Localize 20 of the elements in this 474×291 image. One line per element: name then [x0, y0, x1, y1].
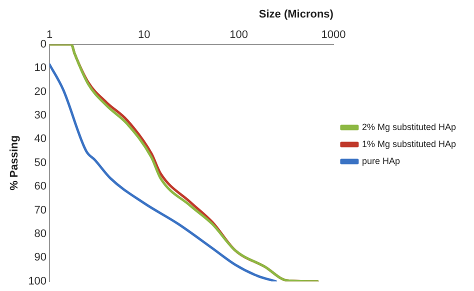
legend-label: 2% Mg substituted HAp [362, 122, 456, 132]
y-tick-label: 40 [34, 133, 47, 146]
y-tick-label: 100 [28, 275, 47, 288]
legend-label: 1% Mg substituted HAp [362, 138, 456, 149]
x-tick-label: 1000 [321, 28, 346, 41]
y-tick-label: 70 [34, 204, 47, 216]
y-tick-label: 90 [34, 252, 47, 264]
y-tick-label: 30 [34, 110, 47, 122]
y-tick-label: 0 [40, 38, 47, 50]
x-tick-label: 10 [138, 28, 150, 41]
x-tick-label: 1 [46, 28, 53, 41]
y-tick-label: 20 [34, 86, 47, 98]
y-tick-label: 10 [34, 62, 47, 74]
x-axis-title: Size (Microns) [258, 8, 334, 21]
y-axis-title: % Passing [8, 135, 21, 190]
x-tick-label: 100 [230, 28, 248, 41]
legend-label: pure HAp [362, 156, 400, 166]
y-tick-label: 60 [34, 180, 47, 193]
y-tick-label: 80 [34, 228, 47, 240]
y-tick-label: 50 [34, 156, 47, 169]
